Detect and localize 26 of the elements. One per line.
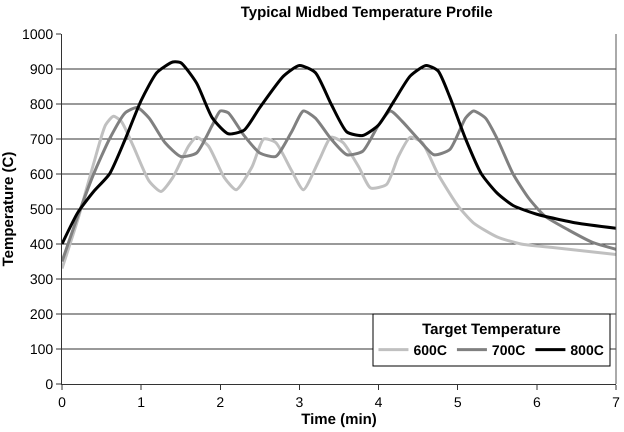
x-tick-label: 6 (532, 394, 541, 410)
x-tick-label: 2 (216, 394, 224, 410)
y-tick-label: 200 (30, 306, 54, 322)
x-tick-label: 1 (137, 394, 146, 410)
legend-label: 600C (413, 342, 447, 358)
chart-title: Typical Midbed Temperature Profile (240, 4, 493, 21)
y-tick-label: 800 (30, 96, 54, 112)
x-axis-title: Time (min) (301, 410, 377, 428)
y-axis-title: Temperature (C) (0, 152, 17, 266)
x-tick-label: 5 (454, 394, 462, 410)
y-tick-label: 0 (45, 376, 54, 392)
y-tick-label: 900 (30, 60, 54, 77)
x-tick-label: 0 (58, 394, 66, 410)
y-tick-label: 300 (30, 270, 54, 287)
legend-title: Target Temperature (422, 321, 561, 338)
x-tick-label: 7 (612, 394, 620, 410)
y-tick-label: 1000 (22, 26, 54, 42)
x-tick-label: 4 (374, 394, 383, 410)
legend-label: 700C (492, 342, 526, 358)
y-tick-label: 600 (30, 166, 54, 182)
y-tick-label: 100 (30, 340, 54, 357)
y-tick-label: 500 (30, 200, 54, 217)
y-tick-label: 700 (30, 130, 54, 147)
y-tick-label: 400 (30, 236, 54, 252)
legend-label: 800C (570, 342, 604, 358)
x-tick-label: 3 (296, 394, 304, 410)
